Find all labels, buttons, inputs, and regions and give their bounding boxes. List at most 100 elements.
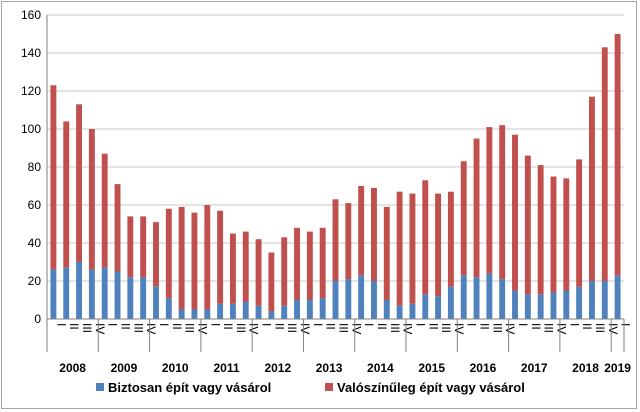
x-tick-label: I	[311, 323, 325, 326]
x-tick-label: II	[119, 323, 133, 330]
x-tick-label: I	[208, 323, 222, 326]
legend-label-valoszinuleg: Valószínűleg épít vagy vásárol	[337, 380, 525, 395]
bar-valoszinuleg	[229, 233, 236, 304]
bar-biztosan	[268, 311, 275, 319]
bar-biztosan	[371, 281, 377, 319]
bar-biztosan	[191, 309, 198, 319]
bar-valoszinuleg	[524, 155, 531, 295]
x-axis: IIIIIIIV2008IIIIIIIV2009IIIIIIIV2010IIII…	[46, 318, 633, 375]
bar-valoszinuleg	[396, 191, 403, 306]
bar-valoszinuleg	[191, 212, 198, 310]
bar-valoszinuleg	[268, 252, 275, 312]
bar-valoszinuleg	[614, 34, 621, 276]
bar-valoszinuleg	[178, 206, 185, 310]
x-tick-label: I	[413, 323, 427, 326]
x-tick-label: I	[54, 323, 68, 326]
bar-valoszinuleg	[576, 159, 583, 287]
y-axis: 0 20 40 60 80 100 120 140 160	[21, 8, 48, 326]
bar-valoszinuleg	[88, 129, 95, 270]
bar-biztosan	[294, 300, 300, 319]
x-tick-label: II	[170, 323, 184, 330]
bar-biztosan	[165, 298, 172, 319]
year-label: 2010	[162, 361, 189, 375]
bar-biztosan	[306, 300, 313, 319]
bar-valoszinuleg	[114, 184, 121, 272]
bar-valoszinuleg	[383, 206, 390, 300]
x-tick-label: II	[67, 323, 81, 330]
bar-biztosan	[114, 271, 121, 319]
bar-biztosan	[319, 298, 326, 319]
y-tick-label: 100	[21, 122, 41, 136]
y-tick-label: 0	[34, 312, 41, 326]
bar-valoszinuleg	[358, 186, 365, 276]
x-tick-label: III	[234, 323, 248, 333]
x-tick-label: I	[260, 323, 274, 326]
bar-biztosan	[332, 281, 339, 319]
bar-valoszinuleg	[217, 210, 224, 304]
x-tick-label: II	[221, 323, 235, 330]
bar-valoszinuleg	[50, 85, 57, 270]
x-tick-label: IV	[144, 323, 158, 334]
x-tick-label: IV	[195, 323, 209, 334]
bar-biztosan	[588, 281, 595, 319]
year-label: 2017	[521, 361, 548, 375]
year-label: 2015	[418, 361, 445, 375]
bar-valoszinuleg	[76, 104, 83, 262]
year-label: 2008	[59, 361, 86, 375]
x-tick-label: IV	[298, 323, 312, 334]
bar-valoszinuleg	[601, 47, 608, 281]
bar-biztosan	[153, 286, 159, 319]
x-tick-label: III	[80, 323, 94, 333]
bar-biztosan	[576, 286, 583, 319]
bar-biztosan	[229, 303, 236, 319]
year-label: 2018	[572, 361, 599, 375]
bar-biztosan	[460, 275, 467, 319]
x-tick-label: II	[426, 323, 440, 330]
bar-valoszinuleg	[588, 96, 595, 281]
bar-valoszinuleg	[242, 231, 249, 302]
bar-valoszinuleg	[101, 153, 108, 268]
bar-biztosan	[101, 267, 108, 319]
x-tick-label: III	[388, 323, 402, 333]
bar-biztosan	[499, 279, 506, 319]
year-label: 2013	[316, 361, 343, 375]
bar-valoszinuleg	[460, 161, 467, 276]
bar-biztosan	[76, 262, 83, 319]
year-label: 2011	[213, 361, 239, 375]
x-tick-label: I	[567, 323, 581, 326]
x-tick-label: I	[157, 323, 171, 326]
x-tick-label: IV	[401, 323, 415, 334]
year-label: 2016	[470, 361, 497, 375]
x-tick-label: IV	[247, 323, 261, 334]
x-tick-label: III	[183, 323, 197, 333]
x-tick-label: III	[593, 323, 607, 333]
y-tick-label: 60	[28, 198, 42, 212]
bar-valoszinuleg	[127, 216, 134, 278]
year-label: 2019	[604, 361, 631, 375]
x-tick-label: III	[285, 323, 299, 333]
bar-valoszinuleg	[550, 176, 557, 293]
legend-label-biztosan: Biztosan épít vagy vásárol	[108, 380, 271, 395]
bar-valoszinuleg	[319, 227, 326, 299]
bar-valoszinuleg	[422, 180, 429, 295]
bar-biztosan	[409, 303, 416, 319]
x-tick-label: III	[490, 323, 504, 333]
bar-biztosan	[447, 286, 454, 319]
bar-biztosan	[127, 277, 134, 319]
bar-biztosan	[524, 294, 531, 319]
bar-biztosan	[614, 275, 621, 319]
bar-valoszinuleg	[153, 222, 159, 287]
bar-valoszinuleg	[165, 208, 172, 299]
bar-biztosan	[537, 294, 544, 319]
y-tick-label: 20	[28, 274, 42, 288]
x-tick-label: III	[337, 323, 351, 333]
year-label: 2012	[264, 361, 291, 375]
bar-biztosan	[255, 305, 262, 319]
bar-biztosan	[358, 275, 365, 319]
bar-biztosan	[512, 290, 518, 319]
x-tick-label: II	[375, 323, 389, 330]
x-tick-label: II	[272, 323, 286, 330]
legend-swatch-biztosan	[96, 383, 104, 391]
bar-biztosan	[550, 292, 557, 319]
legend: Biztosan épít vagy vásárol Valószínűleg …	[96, 380, 525, 395]
